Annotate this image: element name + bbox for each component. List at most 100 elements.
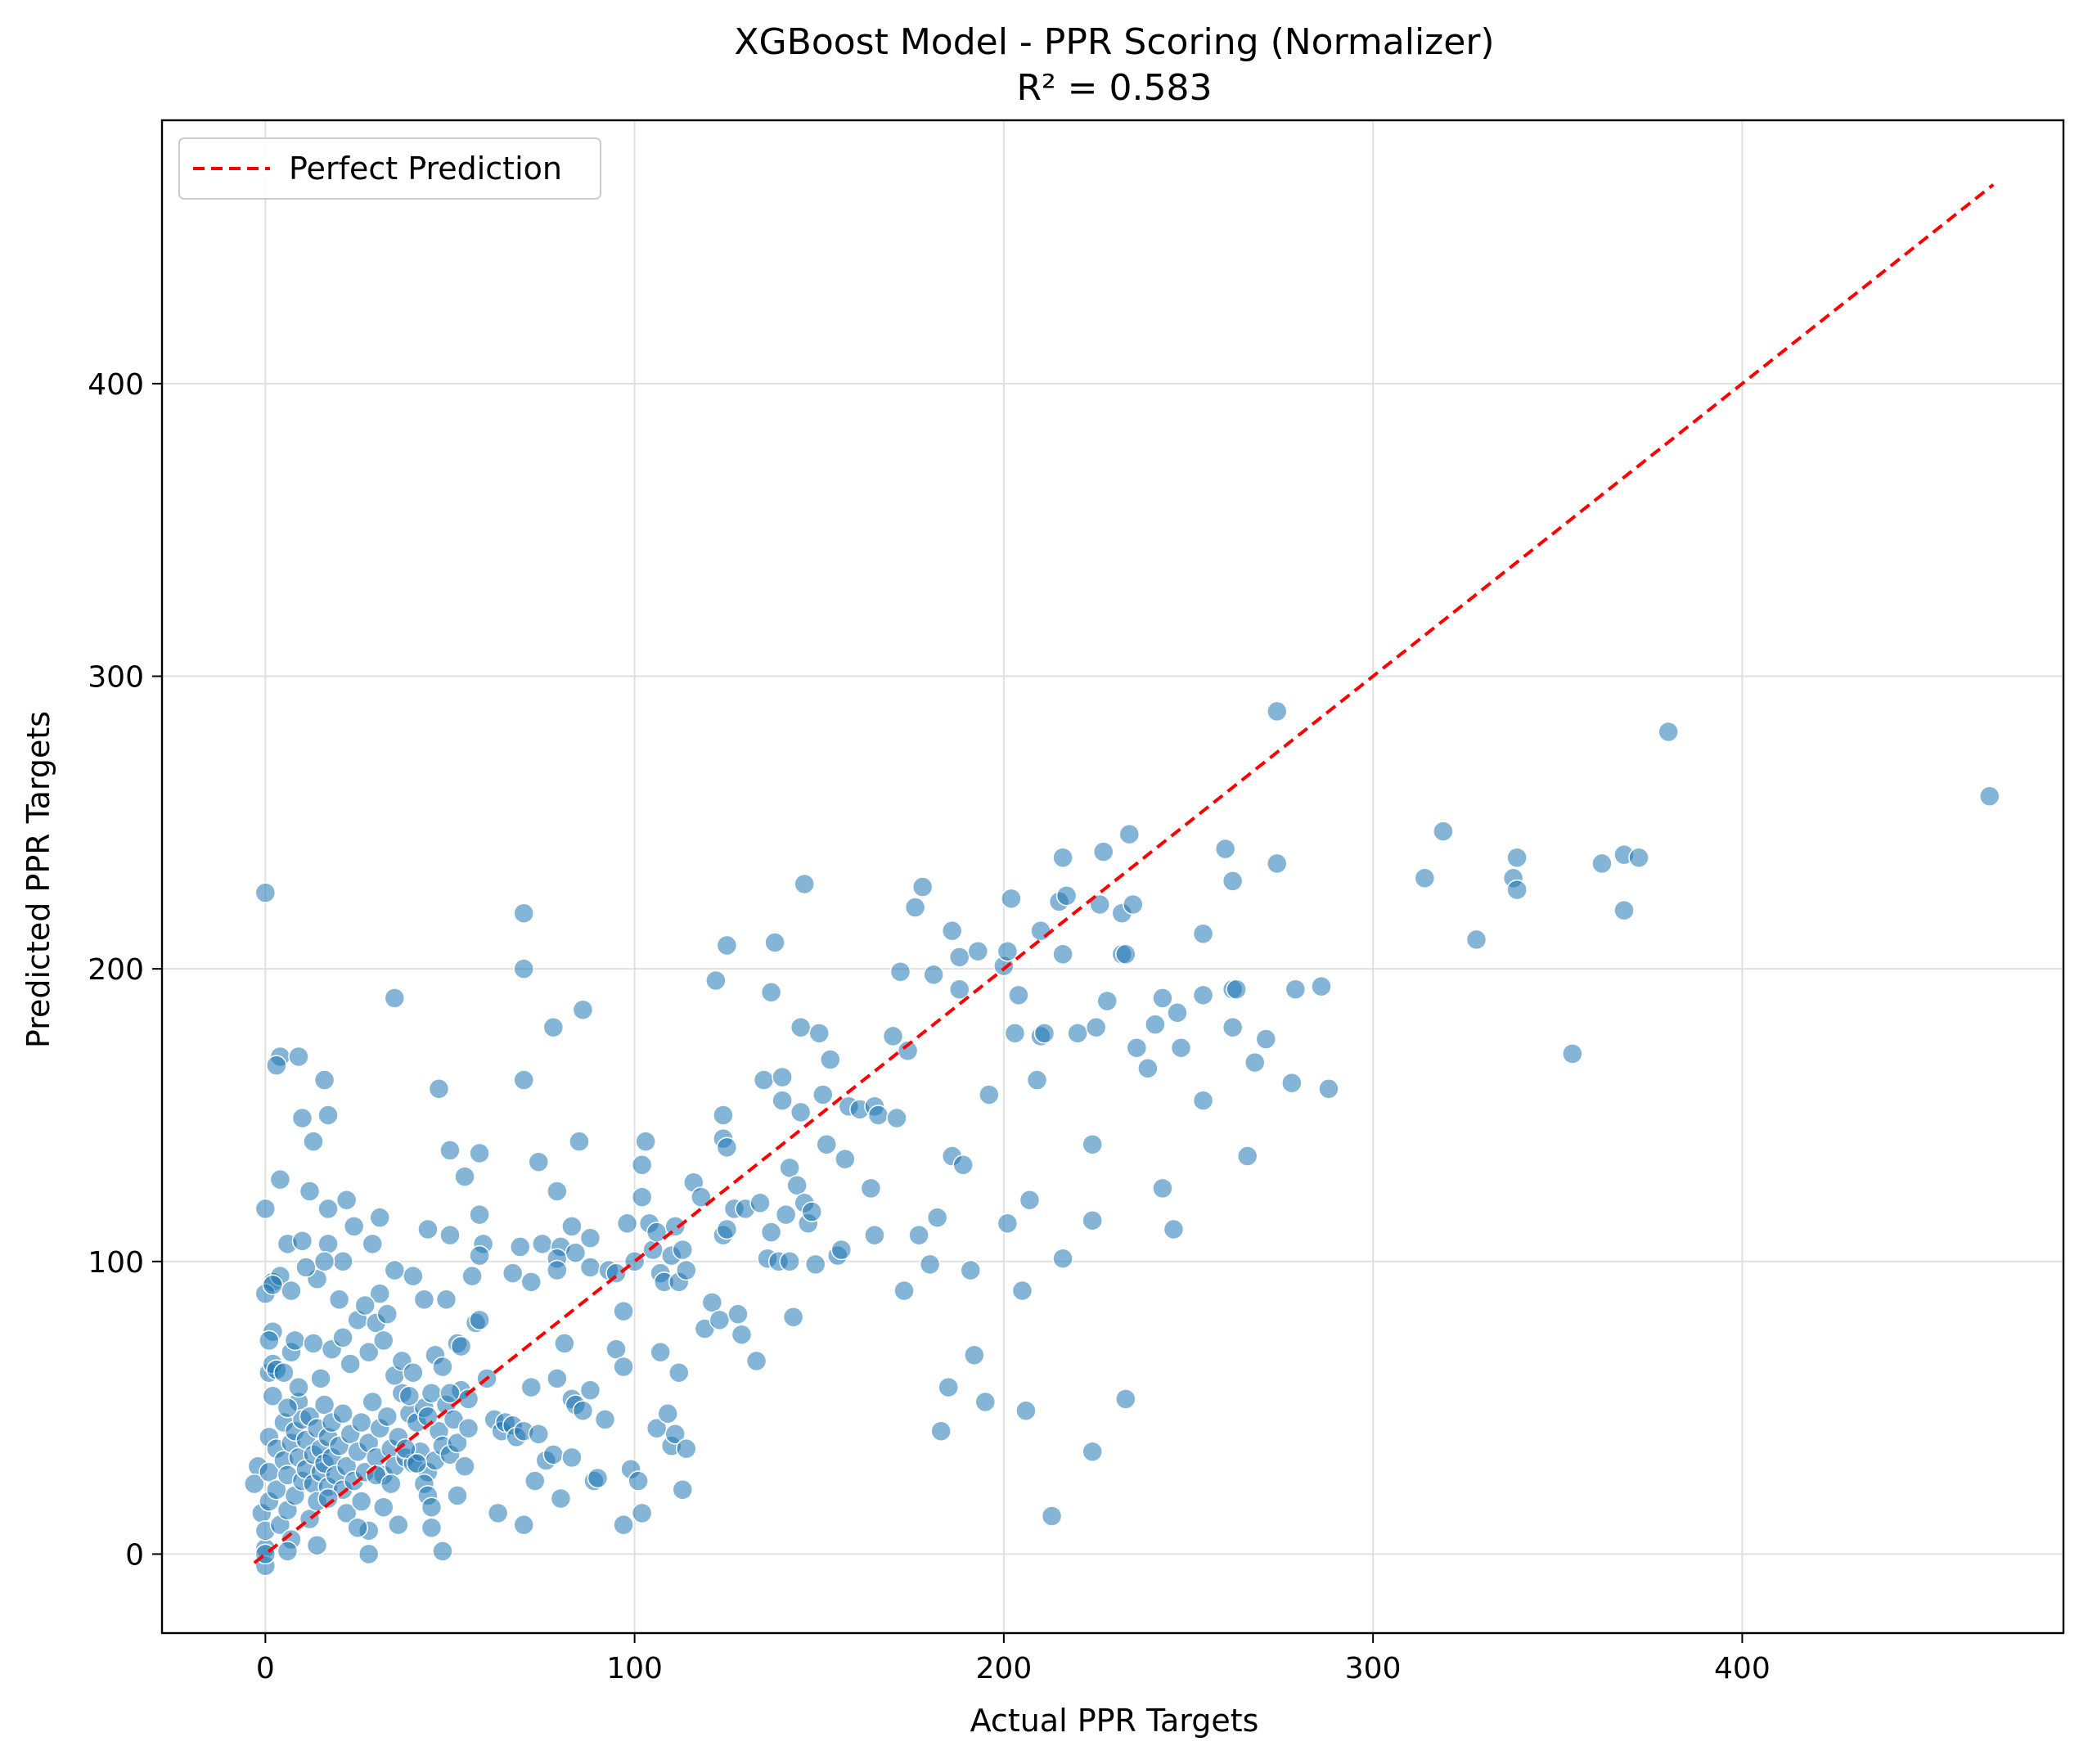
data-point xyxy=(997,1213,1019,1235)
data-point xyxy=(254,882,277,903)
data-point xyxy=(1255,1028,1277,1050)
data-point xyxy=(554,1333,575,1354)
data-point xyxy=(1192,923,1214,944)
data-point xyxy=(469,1204,490,1226)
data-point xyxy=(565,1242,587,1263)
data-point xyxy=(668,1361,690,1384)
data-point xyxy=(764,932,785,953)
data-point xyxy=(317,1487,339,1510)
data-point xyxy=(1011,1280,1033,1302)
data-point xyxy=(911,876,934,898)
data-point xyxy=(579,1379,601,1401)
data-point xyxy=(808,1023,830,1044)
x-tick-label: 200 xyxy=(976,1652,1033,1685)
data-point xyxy=(561,1447,583,1469)
data-point xyxy=(1267,853,1288,875)
data-point xyxy=(997,940,1019,962)
data-point xyxy=(388,1514,409,1536)
data-point xyxy=(1214,838,1236,860)
data-point xyxy=(369,1283,390,1304)
data-point xyxy=(1433,821,1454,842)
data-point xyxy=(1414,867,1436,889)
data-point xyxy=(447,1485,468,1506)
data-point xyxy=(1089,893,1110,916)
data-point xyxy=(1167,1002,1188,1024)
data-point xyxy=(269,1168,291,1190)
data-point xyxy=(716,1218,738,1240)
data-point xyxy=(1267,700,1288,722)
data-point xyxy=(948,947,970,968)
data-point xyxy=(830,1239,853,1261)
data-point xyxy=(889,961,911,983)
data-point xyxy=(520,1376,542,1398)
data-point xyxy=(432,1541,453,1562)
y-tick-label: 100 xyxy=(88,1246,144,1280)
data-point xyxy=(864,1224,885,1246)
data-point xyxy=(1082,1441,1103,1463)
data-point xyxy=(1506,879,1528,901)
data-point xyxy=(801,1201,822,1222)
data-point xyxy=(676,1438,697,1460)
data-point xyxy=(790,1016,812,1038)
chart-title: XGBoost Model - PPR Scoring (Normalizer) xyxy=(734,21,1494,63)
data-point xyxy=(262,1385,284,1407)
data-point xyxy=(1092,841,1114,862)
data-point xyxy=(398,1385,421,1407)
data-point xyxy=(454,1166,475,1187)
data-point xyxy=(1123,893,1144,916)
data-point xyxy=(779,1251,800,1272)
grid xyxy=(162,120,2063,1633)
data-point xyxy=(369,1207,390,1228)
data-point xyxy=(919,1253,941,1276)
data-point xyxy=(631,1186,653,1208)
legend-label-perfect-prediction: Perfect Prediction xyxy=(289,151,562,187)
data-point xyxy=(376,1406,398,1428)
data-point xyxy=(605,1339,627,1360)
data-point xyxy=(613,1514,634,1536)
y-tick-label: 300 xyxy=(88,661,144,695)
data-point xyxy=(587,1467,609,1489)
data-point xyxy=(273,1361,295,1384)
data-point xyxy=(1244,1051,1266,1073)
data-point xyxy=(288,1046,309,1068)
data-point xyxy=(362,1233,383,1255)
data-point xyxy=(1192,984,1214,1006)
data-point xyxy=(1115,943,1136,965)
data-point xyxy=(1613,899,1635,921)
data-point xyxy=(1082,1209,1103,1231)
data-point xyxy=(1067,1023,1088,1044)
data-point xyxy=(904,897,926,918)
data-point xyxy=(340,1353,361,1375)
data-point xyxy=(1152,1177,1173,1199)
data-point xyxy=(1978,785,2000,807)
data-point xyxy=(1085,1016,1107,1038)
data-point xyxy=(469,1142,490,1164)
data-point xyxy=(897,1040,919,1062)
data-point xyxy=(749,1192,771,1214)
data-point xyxy=(860,1177,882,1199)
data-point xyxy=(1030,920,1051,942)
data-point xyxy=(772,1090,793,1111)
data-point xyxy=(908,1224,929,1246)
data-point xyxy=(1041,1505,1063,1527)
data-point xyxy=(432,1356,453,1378)
chart-subtitle: R² = 0.583 xyxy=(1016,67,1212,109)
x-tick-label: 300 xyxy=(1345,1652,1402,1685)
data-point xyxy=(820,1049,841,1070)
data-point xyxy=(816,1133,838,1155)
data-point xyxy=(1033,1023,1055,1044)
y-tick-label: 400 xyxy=(88,368,144,402)
data-point xyxy=(454,1456,475,1477)
data-point xyxy=(266,1055,287,1076)
data-point xyxy=(835,1148,856,1170)
data-point xyxy=(631,1502,653,1524)
data-point xyxy=(1026,1069,1048,1091)
data-point xyxy=(542,1016,565,1038)
data-point xyxy=(964,1344,985,1366)
data-point xyxy=(628,1470,649,1492)
data-point xyxy=(1004,1023,1026,1044)
y-tick-label: 0 xyxy=(125,1538,144,1572)
data-point xyxy=(277,1541,299,1562)
data-point xyxy=(513,958,534,979)
data-point xyxy=(1222,871,1244,892)
